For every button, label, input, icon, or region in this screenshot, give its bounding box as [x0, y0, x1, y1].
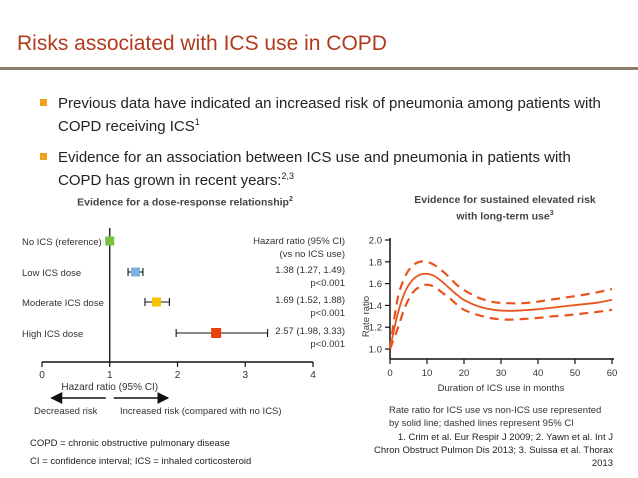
x-axis-title: Hazard ratio (95% CI)	[61, 382, 158, 393]
reference-line: 2013	[591, 458, 613, 469]
column-header: Hazard ratio (95% CI)	[253, 236, 345, 247]
x-tick-label: 3	[242, 370, 248, 381]
bullet-list: Previous data have indicated an increase…	[40, 94, 608, 202]
title-divider	[0, 67, 638, 70]
x-tick-label: 20	[459, 368, 470, 379]
row-label: Moderate ICS dose	[22, 298, 104, 309]
p-value: p<0.001	[310, 308, 345, 319]
left-heading-text: Evidence for a dose-response relationshi…	[77, 196, 289, 209]
bullet-item: Evidence for an association between ICS …	[40, 148, 608, 190]
slide-title: Risks associated with ICS use in COPD	[17, 32, 387, 55]
hazard-ratio-marker	[211, 328, 222, 338]
y-tick-label: 2.0	[369, 236, 382, 247]
bullet-square-icon	[40, 99, 47, 106]
hazard-ratio-marker	[151, 297, 161, 307]
x-tick-label: 0	[39, 370, 45, 381]
x-tick-label: 60	[607, 368, 618, 379]
x-tick-label: 50	[570, 368, 581, 379]
chart-caption: by solid line; dashed lines represent 95…	[389, 418, 574, 429]
row-label: No ICS (reference)	[22, 237, 102, 248]
decreased-risk-label: Decreased risk	[34, 406, 98, 417]
ci-lower-line	[388, 283, 613, 350]
bullet-text: Previous data have indicated an increase…	[58, 95, 601, 135]
right-heading-line2: with long-term use	[456, 210, 550, 223]
y-tick-label: 1.0	[369, 345, 382, 356]
footnote-copd: COPD = chronic obstructive pulmonary dis…	[30, 438, 230, 449]
increased-risk-label: Increased risk (compared with no ICS)	[120, 406, 282, 417]
x-tick-label: 10	[422, 368, 433, 379]
y-tick-label: 1.6	[369, 279, 382, 290]
x-tick-label: 40	[533, 368, 544, 379]
x-tick-label: 2	[175, 370, 181, 381]
left-chart-heading: Evidence for a dose-response relationshi…	[50, 193, 320, 210]
right-heading-line1: Evidence for sustained elevated risk	[414, 194, 596, 206]
bullet-citation: 2,3	[281, 171, 294, 181]
hazard-ratio-value: 1.69 (1.52, 1.88)	[275, 295, 345, 306]
row-label: High ICS dose	[22, 329, 83, 340]
p-value: p<0.001	[310, 339, 345, 350]
row-label: Low ICS dose	[22, 268, 81, 279]
p-value: p<0.001	[310, 278, 345, 289]
chart-caption: Rate ratio for ICS use vs non-ICS use re…	[389, 405, 601, 416]
reference-line: 1. Crim et al. Eur Respir J 2009; 2. Yaw…	[397, 432, 613, 443]
bullet-square-icon	[40, 153, 47, 160]
x-tick-label: 0	[387, 368, 392, 379]
bullet-item: Previous data have indicated an increase…	[40, 94, 608, 136]
y-axis-title: Rate ratio	[361, 296, 372, 337]
x-tick-label: 4	[310, 370, 316, 381]
hazard-ratio-marker	[130, 267, 140, 277]
bullet-citation: 1	[194, 117, 200, 127]
hazard-ratio-marker	[105, 236, 115, 246]
y-tick-label: 1.2	[369, 323, 382, 334]
x-tick-label: 30	[496, 368, 507, 379]
right-chart-heading: Evidence for sustained elevated risk wit…	[370, 193, 638, 224]
references: 1. Crim et al. Eur Respir J 2009; 2. Yaw…	[340, 431, 613, 470]
x-axis-title: Duration of ICS use in months	[438, 383, 565, 394]
right-heading-citation: 3	[549, 210, 554, 217]
bullet-text: Evidence for an association between ICS …	[58, 149, 571, 189]
footnote-ci-ics: CI = confidence interval; ICS = inhaled …	[30, 456, 252, 467]
y-tick-label: 1.8	[369, 257, 382, 268]
y-tick-label: 1.4	[369, 301, 382, 312]
column-header-sub: (vs no ICS use)	[280, 249, 345, 260]
hazard-ratio-value: 1.38 (1.27, 1.49)	[275, 265, 345, 276]
hazard-ratio-value: 2.57 (1.98, 3.33)	[275, 326, 345, 337]
left-heading-citation: 2	[288, 196, 293, 203]
ci-upper-line	[388, 260, 613, 350]
reference-line: Chron Obstruct Pulmon Dis 2013; 3. Suiss…	[373, 445, 613, 456]
rate-ratio-line	[389, 272, 613, 350]
x-tick-label: 1	[107, 370, 113, 381]
